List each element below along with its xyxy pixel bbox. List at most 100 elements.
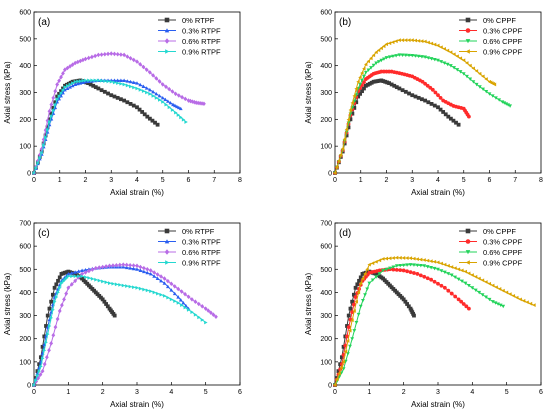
data-point (60, 302, 64, 308)
data-point (194, 100, 199, 105)
data-point (397, 53, 402, 57)
y-tick-label: 500 (19, 267, 31, 274)
data-point (86, 81, 90, 86)
data-point (426, 100, 431, 105)
data-point (149, 289, 153, 294)
data-point (44, 135, 48, 140)
data-point (56, 278, 60, 283)
data-point (381, 268, 385, 273)
data-point (124, 265, 129, 270)
x-tick-label: 1 (359, 177, 363, 184)
y-axis-ticks: 0 100 200 300 400 500 600 700 (19, 221, 37, 390)
data-point (442, 262, 447, 267)
data-point (350, 299, 355, 304)
data-point (144, 67, 149, 72)
data-point (420, 79, 425, 84)
data-point (439, 60, 444, 64)
data-point (148, 91, 152, 96)
data-point (436, 281, 440, 286)
x-tick-label: 6 (187, 177, 191, 184)
data-point (432, 57, 437, 62)
data-point (381, 79, 386, 83)
legend-label: 0.9% CPPF (483, 258, 523, 267)
data-point (34, 378, 38, 383)
data-point (138, 264, 143, 270)
data-point (193, 312, 198, 317)
data-point (184, 120, 188, 124)
data-point (55, 97, 60, 102)
data-point (365, 82, 370, 87)
data-point (484, 77, 488, 81)
x-tick-label: 8 (238, 177, 242, 184)
data-point (446, 288, 451, 293)
data-point (480, 293, 485, 297)
data-point (387, 55, 392, 59)
data-point (363, 293, 367, 297)
x-tick-label: 1 (367, 389, 371, 396)
data-point (481, 74, 485, 79)
data-point (145, 90, 149, 95)
data-point (468, 77, 473, 81)
legend-label: 0% RTPF (182, 16, 215, 25)
data-point (433, 90, 438, 95)
data-point (68, 80, 73, 85)
data-point (413, 54, 418, 58)
data-point (458, 70, 463, 74)
data-point (341, 344, 346, 349)
legend-label: 0.6% CPPF (483, 37, 523, 46)
data-point (40, 150, 44, 155)
data-point (400, 88, 405, 93)
x-tick-label: 3 (135, 389, 139, 396)
data-point (63, 277, 67, 282)
data-point (464, 304, 469, 309)
y-tick-label: 100 (19, 359, 31, 366)
data-point (93, 53, 98, 59)
data-point (465, 61, 469, 65)
data-point (413, 94, 418, 99)
data-point (439, 269, 444, 273)
data-point (369, 80, 374, 85)
data-point (487, 92, 492, 96)
data-point (73, 278, 78, 284)
data-point (410, 93, 415, 98)
data-point (93, 85, 98, 90)
data-point (78, 79, 83, 83)
y-tick-label: 300 (19, 313, 31, 320)
data-point (96, 52, 101, 58)
data-point (73, 79, 78, 84)
data-point (459, 299, 464, 304)
data-point (87, 78, 91, 83)
data-point (401, 263, 406, 268)
data-point (356, 312, 361, 317)
data-point (156, 291, 160, 296)
data-point (412, 313, 416, 318)
data-point (167, 86, 172, 92)
data-point (452, 66, 456, 70)
data-point (425, 258, 430, 263)
y-tick-label: 300 (19, 90, 31, 97)
data-point (101, 279, 105, 284)
data-point (477, 71, 482, 76)
data-point (119, 52, 123, 57)
data-point (467, 271, 471, 276)
data-point (86, 55, 91, 61)
data-point (55, 94, 60, 99)
data-point (508, 292, 512, 297)
data-point (442, 270, 447, 275)
data-point (346, 117, 351, 122)
data-point (164, 84, 168, 90)
data-point (407, 53, 411, 58)
data-point (80, 268, 84, 272)
data-point (452, 52, 456, 57)
data-point (176, 113, 181, 117)
data-point (73, 274, 78, 279)
data-point (68, 64, 72, 69)
data-point (47, 120, 52, 124)
legend-marker (164, 249, 170, 255)
data-point (80, 274, 84, 279)
data-point (515, 295, 519, 300)
data-point (181, 300, 186, 305)
data-point (141, 265, 146, 271)
data-point (345, 334, 349, 339)
data-point (358, 275, 363, 280)
